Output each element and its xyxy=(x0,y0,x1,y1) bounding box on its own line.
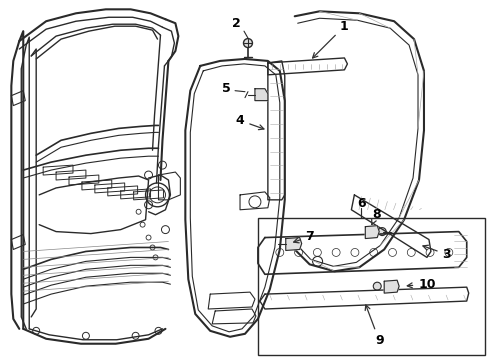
Bar xyxy=(257,218,484,355)
Text: 2: 2 xyxy=(231,17,240,30)
Text: 1: 1 xyxy=(312,20,348,58)
Text: 5: 5 xyxy=(221,82,230,95)
Circle shape xyxy=(372,282,381,290)
Text: 8: 8 xyxy=(371,208,380,225)
Circle shape xyxy=(243,39,252,48)
Text: 3: 3 xyxy=(422,245,450,261)
Polygon shape xyxy=(254,89,267,100)
Text: 7: 7 xyxy=(293,230,313,243)
Text: 6: 6 xyxy=(356,197,365,210)
Polygon shape xyxy=(384,280,398,293)
Polygon shape xyxy=(365,226,379,239)
Circle shape xyxy=(377,228,386,235)
Text: 9: 9 xyxy=(365,305,383,347)
Text: 10: 10 xyxy=(407,278,435,291)
Polygon shape xyxy=(285,238,301,251)
Text: 4: 4 xyxy=(235,114,264,130)
